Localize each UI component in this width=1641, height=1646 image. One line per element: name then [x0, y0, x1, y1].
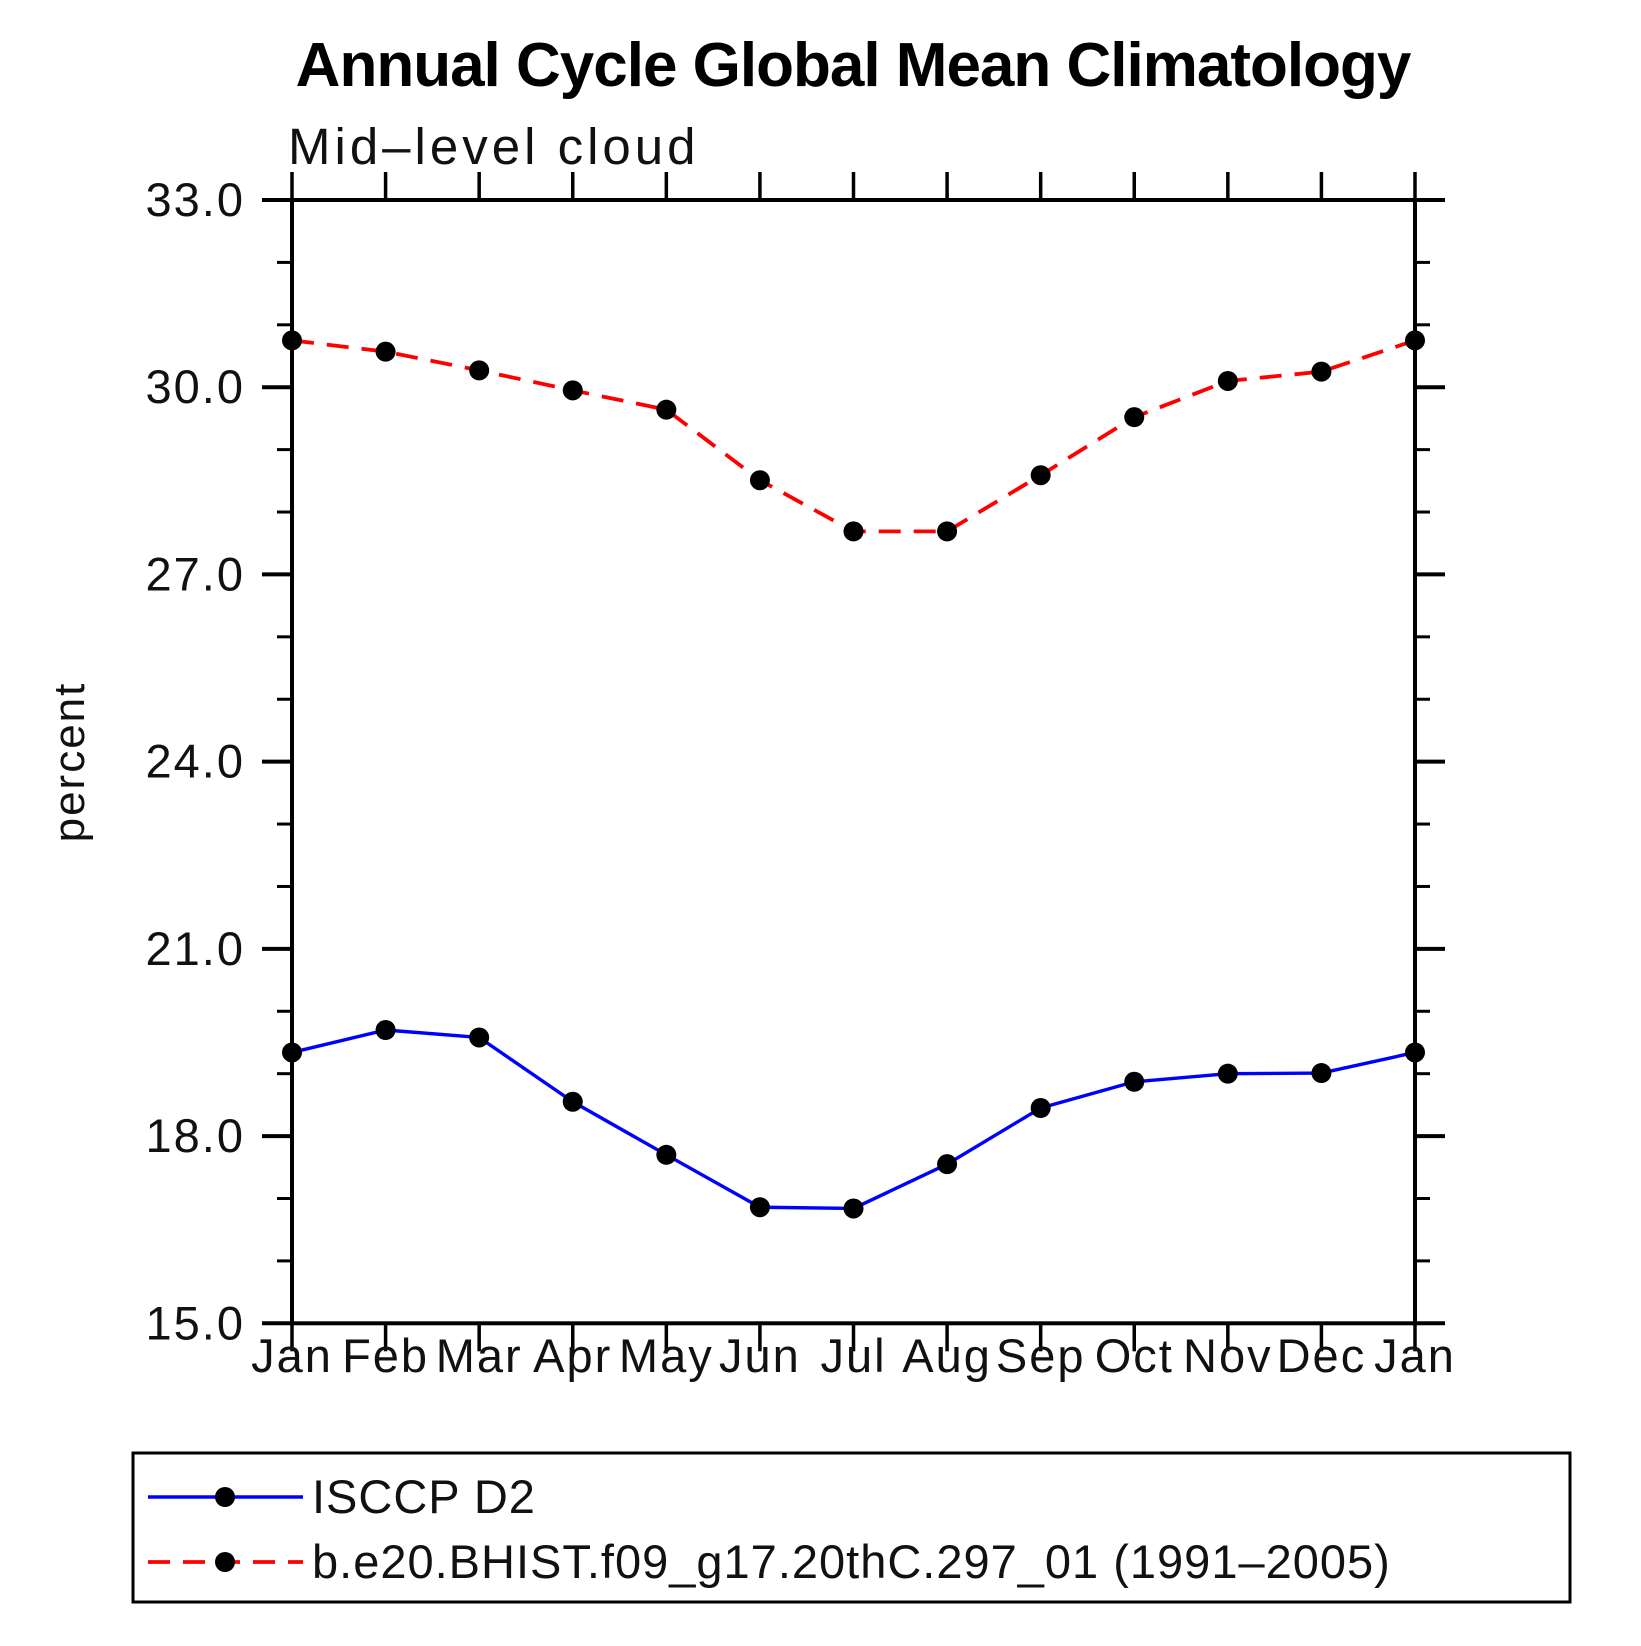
x-tick-label: Jul	[820, 1329, 886, 1382]
x-tick-label: Mar	[436, 1329, 523, 1382]
x-tick-label: Jan	[251, 1329, 333, 1382]
y-tick-label: 33.0	[146, 173, 245, 226]
legend-box: ISCCP D2 b.e20.BHIST.f09_g17.20thC.297_0…	[131, 1451, 1572, 1604]
y-tick-label: 15.0	[146, 1296, 245, 1349]
data-point-marker	[1405, 1042, 1425, 1063]
data-point-marker	[749, 1197, 770, 1218]
x-tick-label: May	[619, 1329, 714, 1382]
y-tick-label: 30.0	[146, 360, 245, 413]
data-series-lines	[291, 338, 1416, 1211]
data-point-marker	[562, 1091, 583, 1112]
x-tick-label: Apr	[533, 1329, 612, 1382]
data-point-marker	[1124, 1071, 1145, 1092]
data-point-marker	[1311, 361, 1332, 382]
x-tick-label: Dec	[1277, 1329, 1367, 1382]
data-point-marker	[1124, 407, 1145, 428]
x-tick-label: Feb	[342, 1329, 429, 1382]
data-point-marker	[375, 341, 396, 362]
data-point-marker	[1030, 1098, 1051, 1119]
data-point-marker	[656, 1144, 677, 1165]
plot-frame	[290, 198, 1417, 1326]
x-tick-label: Oct	[1095, 1329, 1174, 1382]
x-axis-ticks	[290, 172, 1417, 1352]
data-point-marker	[937, 521, 958, 542]
data-point-marker	[749, 470, 770, 491]
data-point-marker	[562, 380, 583, 401]
chart-title: Annual Cycle Global Mean Climatology	[296, 31, 1412, 100]
data-point-marker	[937, 1154, 958, 1175]
legend-label-isccp: ISCCP D2	[312, 1470, 536, 1523]
y-axis-ticks	[262, 198, 1445, 1326]
data-point-marker	[843, 1198, 864, 1219]
axis-frame	[290, 198, 1417, 1326]
data-point-marker	[656, 399, 677, 420]
legend-marker-model	[215, 1552, 235, 1572]
y-tick-label: 24.0	[146, 735, 245, 788]
data-point-marker	[843, 521, 864, 542]
series-line-1	[291, 338, 1416, 534]
legend-marker-isccp	[215, 1487, 235, 1507]
data-point-marker	[1311, 1063, 1332, 1084]
y-tick-label: 18.0	[146, 1109, 245, 1162]
data-point-marker	[469, 1027, 490, 1048]
x-tick-label: Jan	[1374, 1329, 1456, 1382]
data-point-marker	[282, 330, 302, 351]
y-axis-tick-labels: 15.0 18.0 21.0 24.0 27.0 30.0 33.0	[146, 173, 245, 1349]
data-point-marker	[469, 360, 490, 381]
y-axis-title: percent	[45, 682, 94, 843]
series-line-0	[291, 1028, 1416, 1211]
data-point-marker	[375, 1019, 396, 1040]
chart-subtitle: Mid–level cloud	[288, 118, 700, 175]
y-tick-label: 21.0	[146, 922, 245, 975]
data-point-marker	[1030, 465, 1051, 486]
data-series-markers	[282, 330, 1425, 1219]
x-tick-label: Sep	[996, 1329, 1086, 1382]
legend-border	[131, 1451, 1572, 1604]
data-point-marker	[1217, 370, 1238, 391]
x-axis-tick-labels: Jan Feb Mar Apr May Jun Jul Aug Sep Oct Nov Dec Jan	[251, 1329, 1456, 1382]
x-tick-label: Jun	[719, 1329, 801, 1382]
data-point-marker	[1405, 330, 1425, 351]
x-tick-label: Aug	[902, 1329, 992, 1382]
x-tick-label: Nov	[1183, 1329, 1273, 1382]
data-point-marker	[282, 1042, 302, 1063]
legend-label-model: b.e20.BHIST.f09_g17.20thC.297_01 (1991–2…	[312, 1535, 1391, 1588]
data-point-marker	[1217, 1063, 1238, 1084]
y-tick-label: 27.0	[146, 547, 245, 600]
